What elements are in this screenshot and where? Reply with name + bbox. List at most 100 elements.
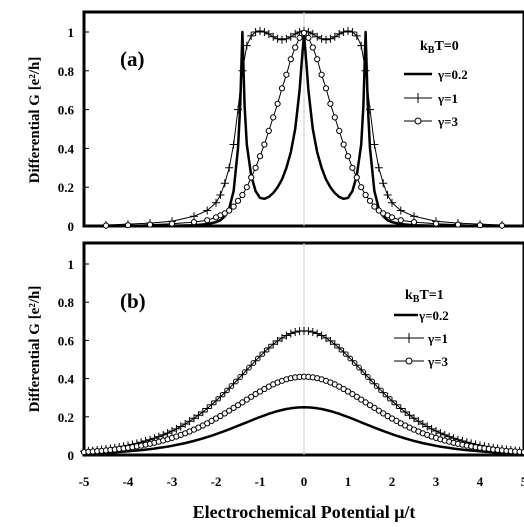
panel-a-legend: γ=0.2 γ=1 γ=3 [404,67,468,129]
panel-a-series [102,27,506,229]
y-tick-label: 0 [68,219,75,234]
plus-marker [335,29,344,38]
plus-marker [352,361,361,370]
circle-marker [239,399,246,406]
plus-marker [203,206,212,215]
plus-marker [322,334,330,342]
legend-label-gamma-3: γ=3 [427,354,448,369]
panel-b: 0 0.2 0.4 0.6 0.8 1 -5 -4 -3 -2 -1 0 1 2 3 4 5 Differen… [27,241,524,522]
plus-marker [405,411,414,420]
plus-marker [366,375,374,384]
circle-marker [366,402,374,409]
plus-marker [212,396,220,405]
plus-marker [361,370,370,379]
plus-marker [396,404,405,413]
circle-marker [498,222,506,229]
y-tick-label: 0.6 [58,103,75,118]
circle-marker [283,71,290,78]
plus-marker [392,400,401,409]
plus-marker [238,66,247,75]
circle-marker [102,222,110,229]
plus-marker [251,356,260,365]
circle-marker [226,207,233,214]
legend-label-gamma-0.2: γ=0.2 [418,308,449,323]
circle-marker [353,393,360,400]
plus-marker [256,27,264,35]
circle-marker [327,100,334,107]
circle-marker [432,220,440,227]
circle-marker [371,404,378,411]
plus-marker [374,384,383,393]
circle-marker [349,391,356,398]
plus-marker [352,31,361,40]
plus-marker [330,340,339,349]
plus-marker [326,336,335,345]
plus-marker [370,140,379,149]
plus-marker [366,105,374,114]
plus-marker [383,191,392,199]
plus-marker [185,417,194,426]
panel-b-series [80,326,524,456]
plus-marker [282,34,291,43]
plus-marker [225,384,234,393]
panel-b-legend: γ=0.2 γ=1 γ=3 [394,308,449,369]
plus-marker [379,179,388,188]
plus-marker [203,404,212,413]
circle-marker [287,56,294,63]
plus-marker [436,429,445,438]
x-tick-label: 5 [521,474,524,489]
panel-a-y-axis-label: Differential G [e²/h] [27,57,43,184]
plus-marker [344,27,352,35]
circle-marker [168,220,176,227]
plus-marker [396,206,405,215]
circle-marker [380,410,387,417]
plus-marker [220,179,229,188]
plus-marker [313,32,322,41]
circle-marker [270,114,277,121]
plus-marker [357,41,366,50]
x-tick-label: -2 [211,474,222,489]
plus-marker [163,429,172,438]
plus-marker [269,32,278,41]
y-tick-label: 0 [68,448,75,463]
circle-marker [397,217,404,224]
plus-marker [216,191,225,199]
plus-marker [194,411,203,420]
panel-b-x-ticks: -5 -4 -3 -2 -1 0 1 2 3 4 5 [79,474,524,489]
panel-b-y-axis-label: Differential G [e²/h] [27,286,43,413]
circle-marker [252,391,259,398]
y-tick-label: 0.8 [58,295,75,310]
legend-label-gamma-3: γ=3 [437,114,458,129]
circle-marker [204,217,211,224]
legend-marker-plus [413,93,423,103]
circle-marker [336,127,343,134]
x-tick-label: 1 [345,474,352,489]
plus-marker [264,29,273,38]
plus-marker [423,422,432,431]
y-tick-label: 0.4 [58,141,75,156]
plus-marker [410,414,418,423]
x-tick-label: 0 [301,474,308,489]
series-line [83,406,524,455]
plus-marker [291,328,300,336]
circle-marker [248,174,255,181]
circle-marker [239,191,246,199]
plus-marker [278,35,286,44]
plus-marker [225,163,234,172]
plus-marker [286,32,295,41]
plus-marker [304,327,313,336]
plus-marker [388,396,396,405]
circle-marker [292,44,299,51]
circle-marker [410,219,418,226]
plus-marker [278,334,286,342]
plus-marker [198,408,207,416]
circle-marker [256,153,264,160]
panel-a-label: (a) [120,47,145,71]
circle-marker [305,34,312,41]
circle-marker [353,174,360,181]
plus-marker [317,34,326,43]
plus-marker [251,28,260,36]
circle-marker [252,164,259,171]
x-tick-label: -1 [255,474,266,489]
